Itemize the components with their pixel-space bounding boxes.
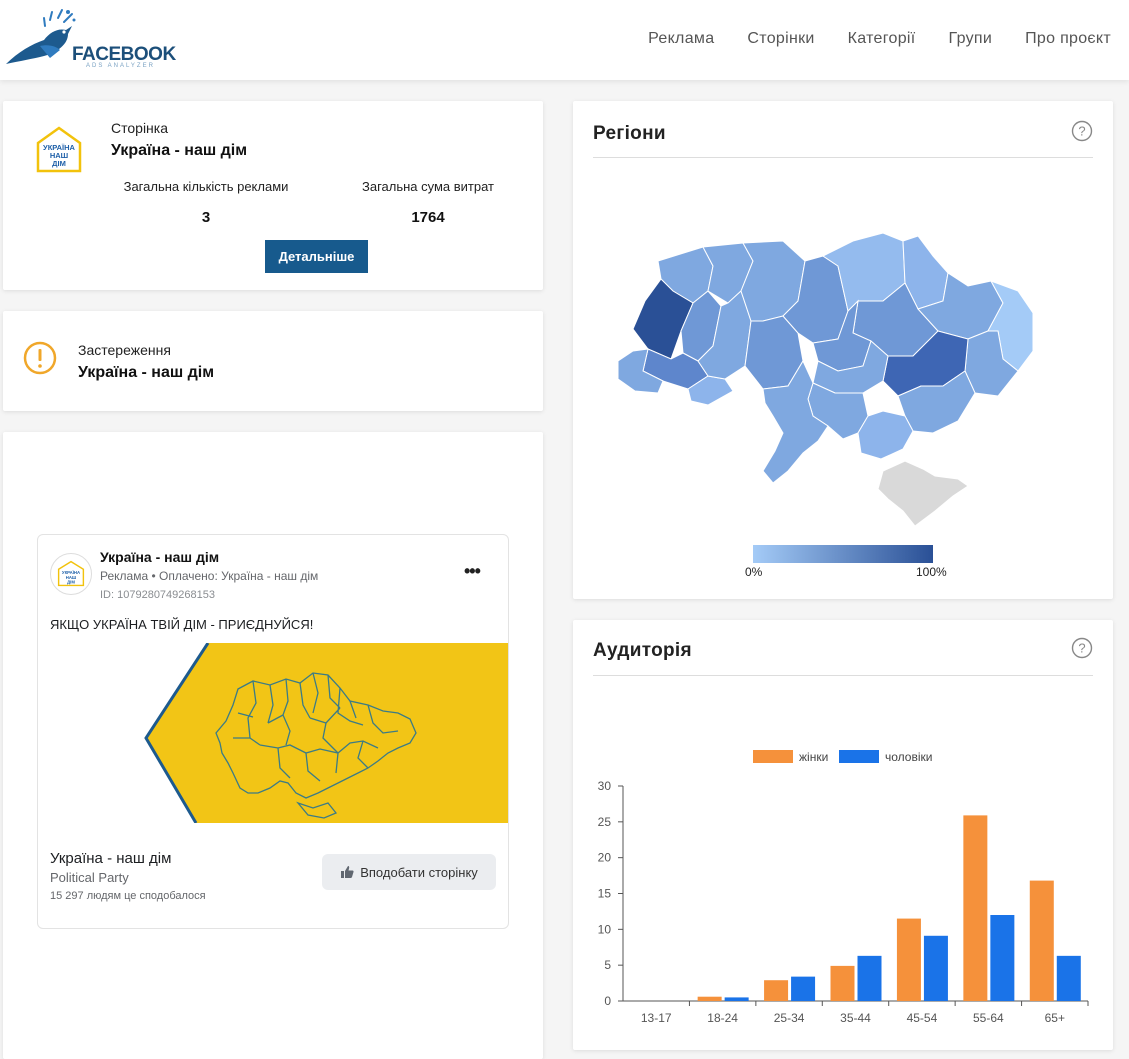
- ad-footer-category: Political Party: [50, 870, 129, 885]
- audience-card: Аудиторія ? жінки чоловіки 0 5 10 15 20 25 30 13-…: [573, 620, 1113, 1050]
- legend-swatch: [753, 750, 793, 763]
- svg-text:УКРАЇНА: УКРАЇНА: [43, 143, 75, 152]
- ad-footer-likes: 15 297 людям це сподобалося: [50, 890, 206, 902]
- y-tick-label: 30: [598, 779, 612, 793]
- bar-male: [791, 976, 816, 1001]
- bar-female: [697, 996, 722, 1001]
- x-tick-label: 25-34: [774, 1011, 805, 1025]
- bar-male: [724, 997, 749, 1001]
- bird-logo-icon: [6, 9, 76, 64]
- svg-text:ДІМ: ДІМ: [52, 159, 66, 168]
- bar-female: [1029, 880, 1054, 1001]
- bar-female: [896, 918, 921, 1001]
- svg-text:УКРАЇНА: УКРАЇНА: [62, 570, 80, 575]
- bar-male: [1056, 955, 1081, 1001]
- svg-text:НАШ: НАШ: [50, 151, 69, 160]
- nav-link-categories[interactable]: Категорії: [847, 30, 916, 47]
- y-tick-label: 25: [598, 815, 612, 829]
- y-tick-label: 15: [598, 887, 612, 901]
- ad-page-name[interactable]: Україна - наш дім: [100, 549, 220, 565]
- svg-text:НАШ: НАШ: [66, 575, 76, 580]
- ad-id: ID: 1079280749268153: [100, 589, 215, 601]
- page-caption: Сторінка: [111, 120, 168, 136]
- legend-swatch: [839, 750, 879, 763]
- svg-text:?: ?: [1078, 641, 1085, 656]
- map-region-crimea: [877, 460, 969, 527]
- page-logo: УКРАЇНА НАШ ДІМ: [36, 126, 82, 173]
- ad-footer-title: Україна - наш дім: [50, 850, 172, 867]
- warning-caption: Застереження: [78, 342, 171, 358]
- ad-preview: УКРАЇНА НАШ ДІМ Україна - наш дім Реклам…: [37, 534, 509, 929]
- bar-female: [830, 965, 855, 1001]
- logo-title: FACEBOOK: [72, 44, 176, 65]
- map-region-odesa: [762, 359, 829, 484]
- nav-link-about[interactable]: Про проєкт: [1025, 30, 1111, 47]
- ukraine-outline-icon: [215, 672, 417, 819]
- ad-text: ЯКЩО УКРАЇНА ТВІЙ ДІМ - ПРИЄДНУЙСЯ!: [50, 617, 314, 632]
- x-tick-label: 13-17: [641, 1011, 672, 1025]
- help-icon[interactable]: ?: [1071, 120, 1093, 142]
- bar-male: [990, 915, 1015, 1001]
- nav-link-ads[interactable]: Реклама: [648, 30, 715, 47]
- spend-stat: Загальна сума витрат 1764: [348, 179, 508, 226]
- page-info-card: УКРАЇНА НАШ ДІМ Сторінка Україна - наш д…: [3, 101, 543, 290]
- y-tick-label: 0: [604, 994, 611, 1008]
- spend-label: Загальна сума витрат: [361, 179, 495, 194]
- y-tick-label: 10: [598, 922, 612, 936]
- warning-page-name: Україна - наш дім: [78, 364, 215, 381]
- map-color-legend: [753, 545, 933, 563]
- site-logo[interactable]: FACEBOOK ADS ANALYZER: [4, 6, 176, 69]
- like-page-label: Вподобати сторінку: [360, 864, 478, 880]
- spend-value: 1764: [411, 209, 445, 226]
- ads-count-value: 3: [201, 209, 211, 226]
- bar-female: [963, 815, 988, 1001]
- y-tick-label: 20: [598, 851, 612, 865]
- bar-male: [923, 935, 948, 1001]
- nav-link-pages[interactable]: Сторінки: [747, 30, 815, 47]
- main-nav: Реклама Сторінки Категорії Групи Про про…: [648, 30, 1111, 48]
- bar-male: [857, 955, 882, 1001]
- logo-subtitle: ADS ANALYZER: [86, 63, 155, 69]
- svg-text:ДІМ: ДІМ: [67, 580, 75, 585]
- legend-min-label: 0%: [745, 565, 763, 579]
- x-tick-label: 45-54: [907, 1011, 938, 1025]
- ads-count-stat: Загальна кількість реклами 3: [116, 179, 296, 226]
- map-region-zakarpattia: [617, 348, 664, 394]
- ad-avatar[interactable]: УКРАЇНА НАШ ДІМ: [50, 553, 92, 595]
- ukraine-regions-map: [617, 232, 1034, 527]
- more-options-icon[interactable]: •••: [464, 561, 481, 581]
- like-page-button[interactable]: Вподобати сторінку: [322, 854, 496, 890]
- x-tick-label: 18-24: [707, 1011, 738, 1025]
- warning-card: Застереження Україна - наш дім: [3, 311, 543, 411]
- nav-link-groups[interactable]: Групи: [948, 30, 993, 47]
- ad-image: [38, 643, 508, 823]
- y-tick-label: 5: [604, 958, 611, 972]
- ad-preview-card: УКРАЇНА НАШ ДІМ Україна - наш дім Реклам…: [3, 432, 543, 1059]
- page-logo-icon: УКРАЇНА НАШ ДІМ: [57, 560, 85, 587]
- x-tick-label: 55-64: [973, 1011, 1004, 1025]
- warning-icon: [23, 341, 57, 375]
- map-region-kherson: [857, 410, 914, 460]
- audience-bar-chart: жінки чоловіки 0 5 10 15 20 25 30 13-17 18-24 25-34…: [598, 750, 1089, 1025]
- help-icon[interactable]: ?: [1071, 637, 1093, 659]
- x-tick-label: 65+: [1045, 1011, 1065, 1025]
- legend-label: чоловіки: [885, 750, 932, 764]
- divider: [593, 675, 1093, 676]
- regions-title: Регіони: [593, 123, 666, 144]
- audience-title: Аудиторія: [593, 640, 692, 661]
- top-header: FACEBOOK ADS ANALYZER Реклама Сторінки К…: [0, 0, 1129, 80]
- x-tick-label: 35-44: [840, 1011, 871, 1025]
- legend-max-label: 100%: [916, 565, 947, 579]
- svg-text:?: ?: [1078, 124, 1085, 139]
- regions-card: Регіони ?: [573, 101, 1113, 599]
- legend-label: жінки: [799, 750, 828, 764]
- bar-female: [764, 980, 789, 1001]
- ad-meta: Реклама • Оплачено: Україна - наш дім: [100, 569, 319, 583]
- page-name: Україна - наш дім: [111, 142, 248, 159]
- divider: [593, 157, 1093, 158]
- ads-count-label: Загальна кількість реклами: [123, 179, 289, 194]
- details-button[interactable]: Детальніше: [265, 240, 368, 273]
- thumbs-up-icon: [341, 866, 354, 878]
